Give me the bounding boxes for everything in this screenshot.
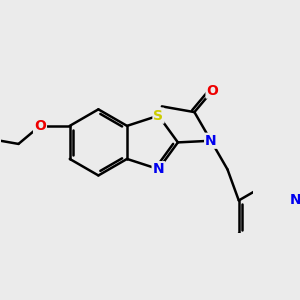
Text: N: N [205,134,217,148]
Text: N: N [153,162,164,176]
Text: O: O [34,119,46,133]
Text: N: N [290,194,300,207]
Text: O: O [206,84,218,98]
Text: S: S [154,109,164,123]
